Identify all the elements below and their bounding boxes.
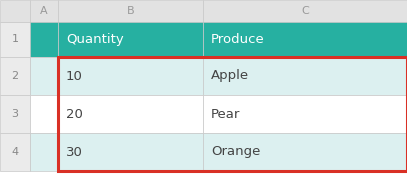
Bar	[203, 57, 407, 95]
Text: Produce: Produce	[211, 33, 265, 46]
Bar	[30, 0, 58, 22]
Text: 4: 4	[11, 147, 19, 157]
Bar	[58, 0, 203, 22]
Text: 3: 3	[11, 109, 18, 119]
Text: Orange: Orange	[211, 146, 260, 158]
Text: Apple: Apple	[211, 69, 249, 83]
Bar	[30, 57, 58, 95]
Bar	[0, 133, 30, 171]
Bar	[58, 133, 203, 171]
Bar	[203, 95, 407, 133]
Bar	[203, 133, 407, 171]
Bar	[58, 95, 203, 133]
Bar	[58, 57, 407, 171]
Text: 2: 2	[11, 71, 19, 81]
Text: 20: 20	[66, 108, 83, 120]
Bar	[0, 0, 30, 22]
Text: 10: 10	[66, 69, 83, 83]
Bar	[58, 22, 203, 57]
Bar	[30, 22, 58, 57]
Text: 1: 1	[11, 35, 18, 45]
Bar	[0, 57, 30, 95]
Bar	[0, 22, 30, 57]
Bar	[203, 22, 407, 57]
Text: A: A	[40, 6, 48, 16]
Text: 30: 30	[66, 146, 83, 158]
Bar	[58, 57, 203, 95]
Bar	[30, 133, 58, 171]
Bar	[0, 95, 30, 133]
Text: Quantity: Quantity	[66, 33, 124, 46]
Text: Pear: Pear	[211, 108, 241, 120]
Bar	[30, 95, 58, 133]
Text: B: B	[127, 6, 134, 16]
Text: C: C	[301, 6, 309, 16]
Bar	[203, 0, 407, 22]
